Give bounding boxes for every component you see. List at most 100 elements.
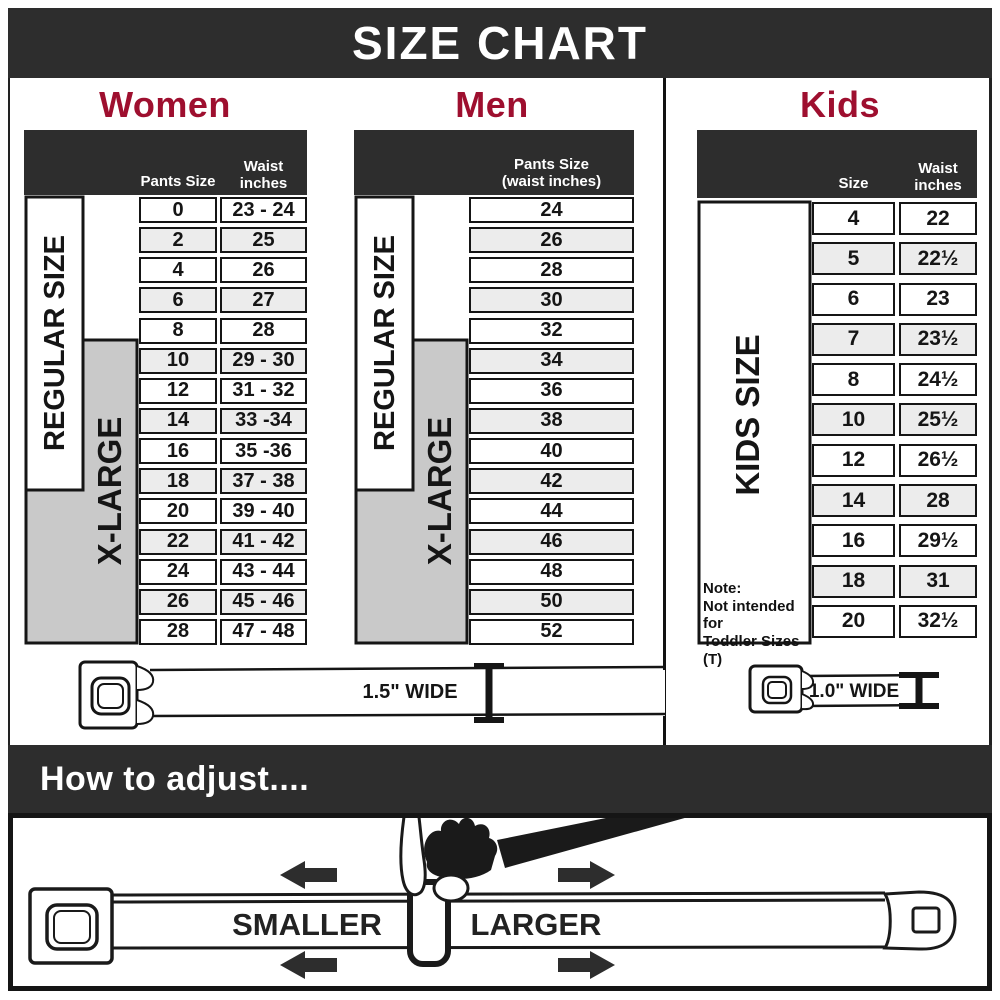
table-cell-value: 42 (469, 468, 634, 495)
table-cell-waist: 41 - 42 (220, 528, 307, 555)
table-row: 40 (469, 438, 634, 465)
table-row: 38 (469, 407, 634, 434)
table-cell-value: 32 (469, 317, 634, 344)
table-cell-size: 10 (139, 347, 217, 374)
kids-section-title: Kids (799, 84, 880, 125)
smaller-label: SMALLER (232, 907, 382, 942)
table-row: 4 22 (812, 202, 977, 235)
table-row: 28 47 - 48 (139, 618, 307, 645)
table-cell-size: 18 (812, 564, 895, 598)
table-cell-waist: 22½ (899, 242, 977, 276)
table-row: 24 (469, 197, 634, 223)
table-row: 18 37 - 38 (139, 468, 307, 495)
table-cell-size: 14 (812, 484, 895, 518)
table-row: 14 28 (812, 484, 977, 518)
belt-slider (407, 879, 451, 967)
arrow-left-bottom (280, 951, 337, 979)
table-row: 34 (469, 347, 634, 374)
buckle-window-outer (45, 903, 99, 951)
table-row: 10 29 - 30 (139, 347, 307, 374)
table-row: 48 (469, 558, 634, 585)
adult-belt-strap (150, 670, 665, 716)
table-row: 6 23 (812, 282, 977, 316)
kids-size-group-labels: KIDS SIZE (697, 200, 812, 645)
table-row: 12 26½ (812, 443, 977, 477)
table-row: 24 43 - 44 (139, 558, 307, 585)
women-section-title: Women (99, 84, 231, 125)
table-cell-value: 48 (469, 558, 634, 585)
table-cell-waist: 35 -36 (220, 438, 307, 465)
men-size-table: Pants Size (waist inches) REGULAR SIZE X… (354, 130, 634, 645)
page-title: SIZE CHART (352, 17, 648, 69)
men-col-header: Pants Size (waist inches) (501, 155, 602, 190)
buckle-window-inner (53, 910, 91, 944)
table-cell-size: 22 (139, 528, 217, 555)
kids-size-table: Size Waist inches KIDS SIZE Note: Not in… (697, 130, 977, 668)
kids-belt-drawing: 1.0" WIDE (748, 664, 939, 714)
table-row: 14 33 -34 (139, 407, 307, 434)
kids-col1-header: Size (838, 174, 869, 192)
table-cell-size: 10 (812, 403, 895, 437)
belt-tongue-slot (911, 906, 941, 934)
table-cell-size: 2 (139, 227, 217, 254)
table-cell-size: 8 (812, 363, 895, 397)
table-cell-size: 8 (139, 317, 217, 344)
table-cell-waist: 25½ (899, 403, 977, 437)
table-cell-value: 24 (469, 197, 634, 223)
kids-note: Note: Not intended for Toddler Sizes (T) (703, 580, 800, 668)
table-cell-waist: 23 (899, 282, 977, 316)
table-cell-size: 0 (139, 197, 217, 223)
table-cell-size: 26 (139, 588, 217, 615)
adult-buckle-window-outer (90, 676, 131, 716)
adult-buckle-latch (136, 665, 155, 725)
table-cell-waist: 43 - 44 (220, 558, 307, 585)
table-cell-size: 14 (139, 407, 217, 434)
men-section-title: Men (455, 84, 529, 125)
table-cell-waist: 31 (899, 564, 977, 598)
table-cell-waist: 29½ (899, 524, 977, 558)
table-cell-value: 26 (469, 227, 634, 254)
adult-belt-drawing: 1.5" WIDE (78, 660, 665, 730)
section-divider (663, 78, 666, 745)
table-cell-waist: 32½ (899, 604, 977, 638)
table-cell-size: 20 (139, 498, 217, 525)
women-col1-header: Pants Size (140, 172, 216, 190)
table-cell-size: 7 (812, 322, 895, 356)
table-row: 26 45 - 46 (139, 588, 307, 615)
table-cell-waist: 39 - 40 (220, 498, 307, 525)
table-cell-size: 20 (812, 604, 895, 638)
table-cell-waist: 26 (220, 257, 307, 284)
table-cell-value: 40 (469, 438, 634, 465)
women-size-table: Pants Size Waist inches REGULAR SIZE X-L… (24, 130, 307, 645)
table-row: 20 32½ (812, 604, 977, 638)
women-col2-header: Waist inches (239, 157, 288, 192)
arrow-right-bottom (558, 951, 615, 979)
table-cell-waist: 31 - 32 (220, 377, 307, 404)
table-row: 16 35 -36 (139, 438, 307, 465)
table-cell-value: 30 (469, 287, 634, 314)
men-table-rows: 24 26 28 30 32 34 36 38 40 42 44 46 48 50 52 (469, 197, 634, 645)
chart-content: Women Men Kids Pants Size Waist inches R… (8, 78, 992, 745)
adult-belt-strap-edges (149, 665, 665, 718)
table-cell-waist: 45 - 46 (220, 588, 307, 615)
table-cell-value: 46 (469, 528, 634, 555)
table-cell-waist: 24½ (899, 363, 977, 397)
table-row: 36 (469, 377, 634, 404)
table-row: 46 (469, 528, 634, 555)
table-cell-value: 38 (469, 407, 634, 434)
table-cell-size: 5 (812, 242, 895, 276)
table-row: 2 25 (139, 227, 307, 254)
table-row: 28 (469, 257, 634, 284)
women-regular-label: REGULAR SIZE (39, 235, 71, 451)
table-row: 20 39 - 40 (139, 498, 307, 525)
table-cell-size: 18 (139, 468, 217, 495)
table-row: 7 23½ (812, 322, 977, 356)
table-row: 6 27 (139, 287, 307, 314)
table-row: 50 (469, 588, 634, 615)
table-row: 32 (469, 317, 634, 344)
table-row: 18 31 (812, 564, 977, 598)
adult-belt-width-label: 1.5" WIDE (362, 681, 457, 703)
table-cell-value: 34 (469, 347, 634, 374)
table-cell-size: 6 (139, 287, 217, 314)
